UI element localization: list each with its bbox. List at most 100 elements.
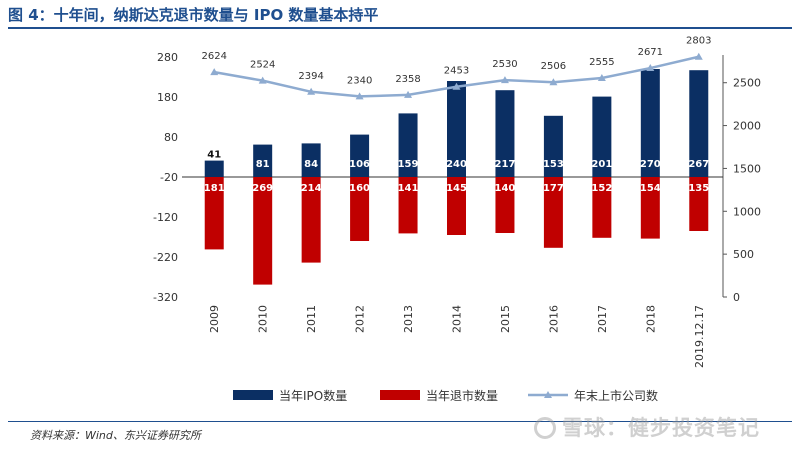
delist-bar	[495, 177, 515, 233]
y-left-tick-label: 280	[157, 51, 178, 64]
x-tick-label: 2016	[547, 305, 560, 333]
figure-title: 图 4：十年间，纳斯达克退市数量与 IPO 数量基本持平	[8, 6, 379, 24]
y-left-tick-label: 180	[157, 91, 178, 104]
ipo-bar	[640, 69, 660, 177]
ipo-bar	[447, 81, 466, 177]
ipo-bar	[350, 134, 370, 177]
ipo-bar	[495, 90, 515, 177]
listed-companies-point	[500, 76, 509, 84]
delist-value-label: 152	[591, 183, 612, 194]
ipo-value-label: 270	[640, 159, 661, 170]
delist-bar	[398, 177, 418, 234]
ipo-value-label: 217	[495, 159, 516, 170]
listed-companies-point	[355, 92, 364, 100]
delist-bar	[543, 177, 563, 248]
delist-bar	[640, 177, 660, 239]
delist-value-label: 135	[688, 183, 709, 194]
listed-companies-label: 2555	[589, 57, 614, 68]
legend-label-ipo: 当年IPO数量	[279, 388, 347, 403]
ipo-value-label: 159	[398, 159, 419, 170]
delist-value-label: 214	[301, 183, 322, 194]
y-left-tick-label: 80	[164, 131, 178, 144]
legend: 当年IPO数量 当年退市数量 年末上市公司数	[233, 388, 658, 403]
x-tick-label: 2010	[257, 305, 270, 333]
listed-companies-label: 2803	[686, 36, 711, 47]
delist-value-label: 269	[252, 183, 273, 194]
listed-companies-point	[210, 68, 219, 76]
delist-bar	[350, 177, 370, 241]
delist-value-label: 154	[640, 183, 661, 194]
y-right-tick-label: 0	[733, 291, 740, 304]
legend-label-delist: 当年退市数量	[426, 388, 498, 403]
listed-companies-point	[597, 74, 606, 81]
ipo-value-label: 41	[207, 150, 221, 161]
y-right-tick-label: 2500	[733, 77, 761, 90]
y-left-tick-label: -320	[153, 291, 178, 304]
y-right-tick-label: 1500	[733, 162, 761, 175]
legend-marker-listed	[544, 391, 552, 398]
chart-axes: 280 180 80 -20 -120 -220 -320 0 500 1000 1500 2000 2…	[153, 51, 761, 368]
y-right-tick-label: 500	[733, 248, 754, 261]
listed-companies-point	[694, 52, 703, 60]
ipo-value-label: 84	[304, 159, 318, 170]
ipo-bar	[253, 144, 273, 177]
delist-bar	[447, 177, 466, 235]
ipo-value-label: 240	[446, 159, 467, 170]
watermark-text: 雪球：健步投资笔记	[562, 416, 760, 440]
y-right-tick-label: 1000	[733, 205, 761, 218]
delist-bar	[253, 177, 273, 285]
listed-companies-label: 2394	[298, 71, 323, 82]
ipo-bar	[301, 143, 321, 177]
ipo-bar	[592, 96, 612, 177]
watermark: 雪球：健步投资笔记	[534, 412, 760, 442]
ipo-value-label: 267	[688, 159, 709, 170]
listed-companies-label: 2524	[250, 60, 275, 71]
x-tick-label: 2019.12.17	[693, 305, 706, 368]
ipo-value-label: 201	[591, 159, 612, 170]
delist-value-label: 140	[495, 183, 516, 194]
listed-companies-point	[452, 82, 461, 90]
x-tick-label: 2009	[208, 305, 221, 333]
legend-swatch-ipo	[233, 390, 273, 400]
ipo-bar	[204, 160, 224, 177]
y-left-tick-label: -20	[160, 171, 178, 184]
listed-companies-point	[404, 90, 413, 98]
bottom-rule	[8, 421, 792, 422]
y-left-tick-label: -120	[153, 211, 178, 224]
listed-companies-label: 2453	[444, 66, 469, 77]
title-rule	[8, 27, 792, 29]
listed-companies-label: 2358	[395, 74, 420, 85]
x-tick-label: 2013	[402, 305, 415, 333]
ipo-value-label: 81	[256, 159, 270, 170]
y-left-tick-label: -220	[153, 251, 178, 264]
ipo-bar	[543, 115, 563, 177]
watermark-logo-icon	[534, 417, 556, 439]
x-tick-label: 2011	[305, 305, 318, 333]
listed-companies-point	[549, 78, 558, 86]
listed-companies-label: 2506	[541, 61, 566, 72]
listed-companies-point	[646, 64, 655, 72]
listed-companies-label: 2624	[202, 51, 227, 62]
listed-companies-point	[307, 87, 316, 95]
listed-companies-label: 2340	[347, 75, 372, 86]
bar-layer	[204, 69, 709, 285]
delist-value-label: 177	[543, 183, 564, 194]
legend-swatch-delist	[380, 390, 420, 400]
delist-value-label: 141	[398, 183, 419, 194]
x-tick-label: 2014	[451, 305, 464, 333]
delist-bar	[204, 177, 224, 250]
source-note: 资料来源：Wind、东兴证券研究所	[30, 429, 201, 442]
ipo-bar	[689, 70, 709, 177]
ipo-value-label: 153	[543, 159, 564, 170]
x-tick-label: 2012	[354, 305, 367, 333]
ipo-value-label: 106	[349, 159, 370, 170]
y-right-tick-label: 2000	[733, 120, 761, 133]
listed-companies-point	[258, 76, 267, 84]
delist-value-label: 145	[446, 183, 467, 194]
ipo-bar	[398, 113, 418, 177]
listed-companies-label: 2671	[638, 47, 663, 58]
delist-bar	[592, 177, 612, 238]
delist-value-label: 181	[204, 183, 225, 194]
